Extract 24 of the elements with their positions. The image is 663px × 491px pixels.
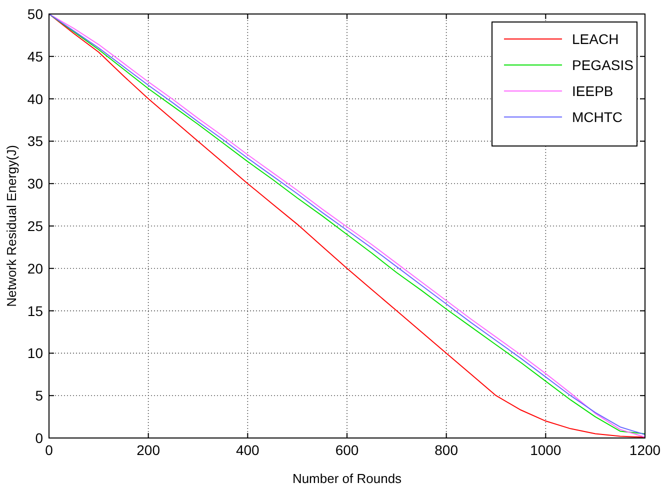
y-tick-label: 50 [27,6,44,22]
y-tick-label: 10 [27,345,44,362]
x-tick-label: 1000 [530,442,562,458]
y-axis-title: Network Residual Energy(J) [4,145,19,307]
x-tick-label: 200 [136,442,160,458]
x-tick-label: 400 [236,442,260,458]
y-tick-label: 25 [27,218,44,234]
y-tick-label: 35 [27,133,44,150]
legend-label: IEEPB [572,83,614,99]
y-tick-label: 15 [27,302,44,319]
legend-label: MCHTC [572,109,623,125]
y-tick-label: 5 [35,388,44,404]
x-tick-label: 800 [434,442,458,458]
x-tick-label: 0 [45,442,54,458]
x-tick-label: 1200 [629,442,661,458]
y-tick-label: 30 [27,176,44,192]
x-axis-title: Number of Rounds [292,471,402,486]
y-tick-label: 45 [27,48,44,64]
y-tick-label: 40 [27,90,44,107]
legend-label: LEACH [572,31,619,47]
x-tick-label: 600 [335,442,359,458]
y-tick-label: 0 [35,430,44,446]
legend-label: PEGASIS [572,57,634,73]
y-tick-label: 20 [27,260,44,276]
